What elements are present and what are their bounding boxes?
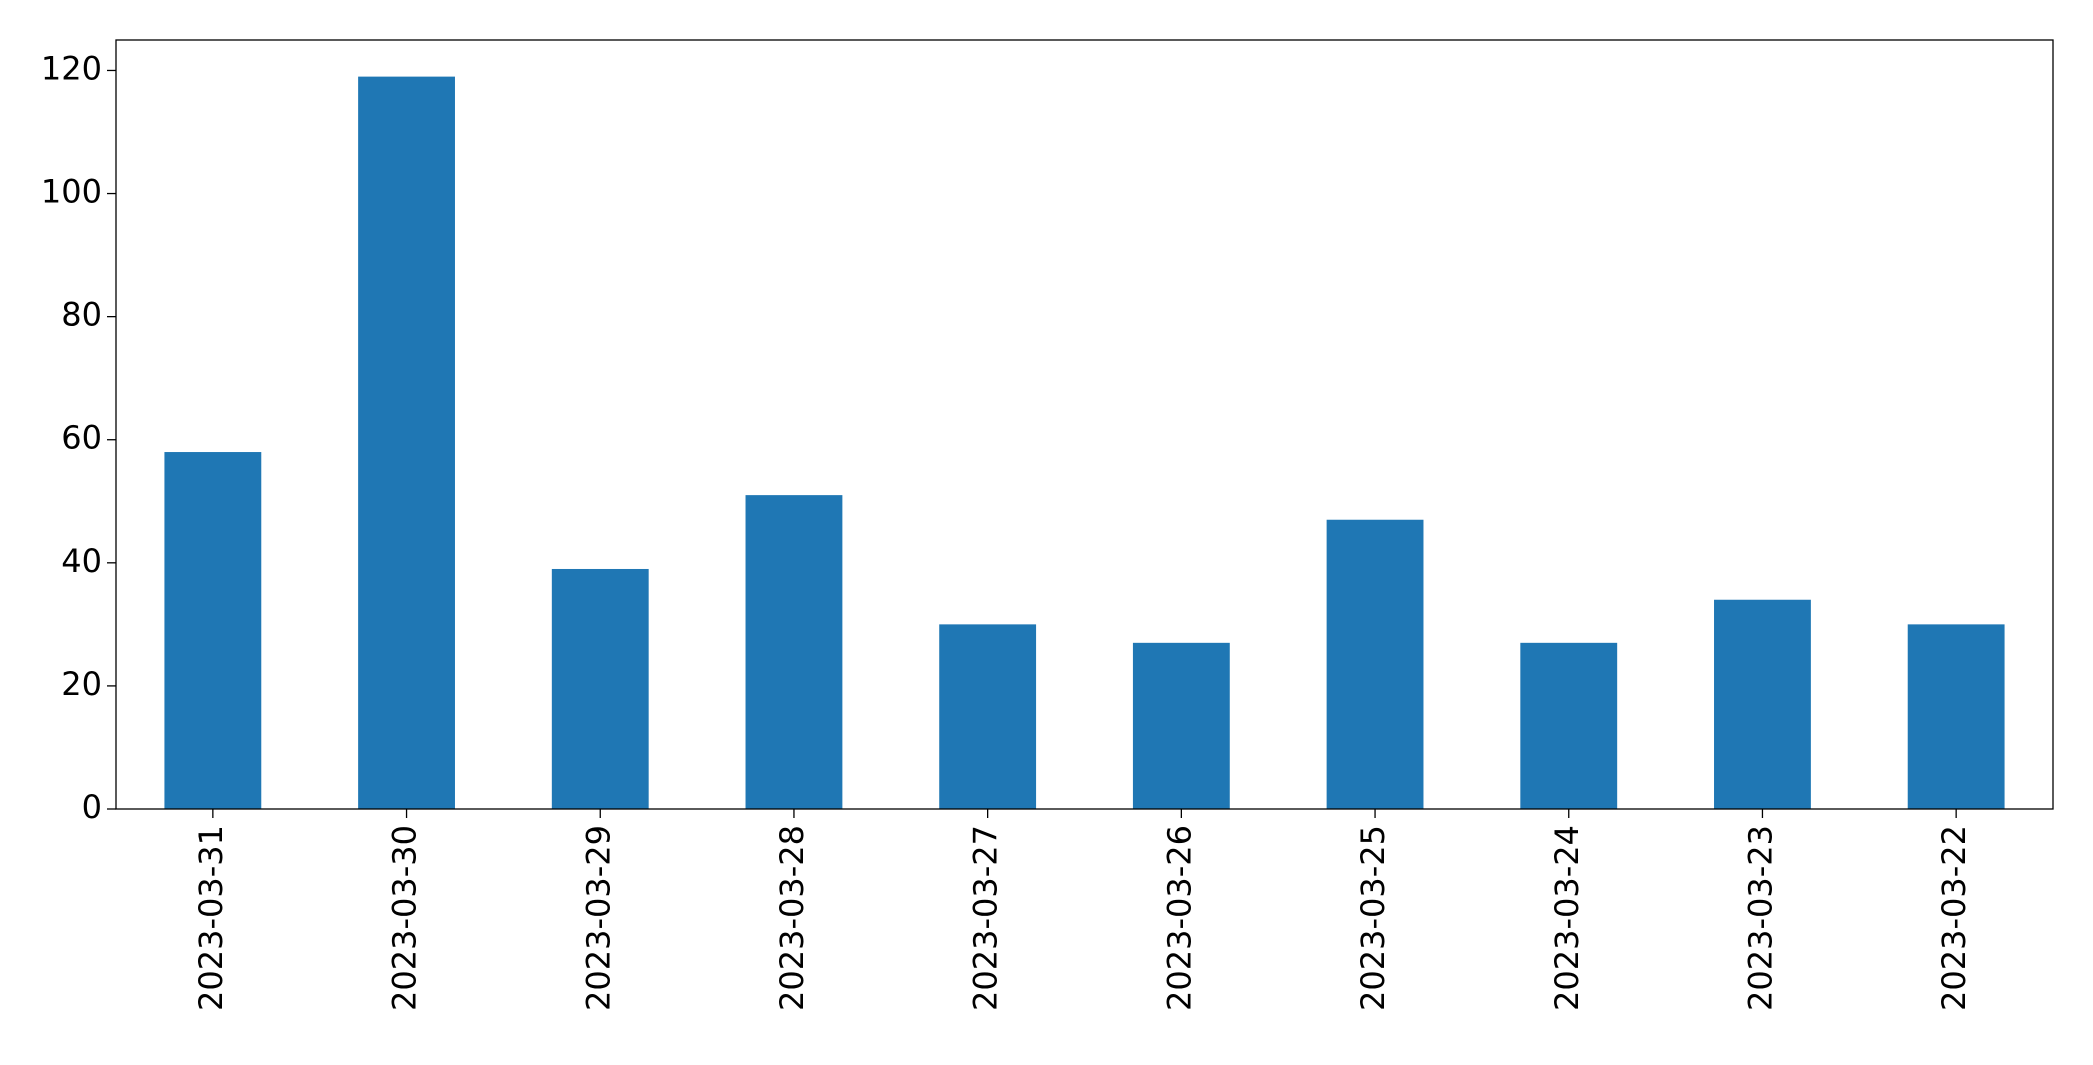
x-tick-label: 2023-03-26: [1160, 825, 1198, 1011]
bar: [1132, 642, 1230, 809]
y-tick-label: 60: [61, 419, 102, 457]
bar: [939, 624, 1037, 809]
y-tick-label: 0: [82, 788, 102, 826]
y-tick-label: 100: [41, 173, 102, 211]
y-tick-label: 20: [61, 665, 102, 703]
bar: [551, 568, 649, 809]
x-tick-label: 2023-03-25: [1354, 825, 1392, 1011]
x-tick-label: 2023-03-29: [579, 825, 617, 1011]
y-tick-label: 40: [61, 542, 102, 580]
y-tick-label: 120: [41, 49, 102, 87]
bar: [358, 76, 455, 810]
x-tick-label: 2023-03-24: [1548, 825, 1586, 1011]
x-tick-label: 2023-03-27: [967, 825, 1005, 1011]
plot-frame: [115, 39, 2054, 810]
x-tick-label: 2023-03-23: [1741, 825, 1779, 1011]
x-tick-label: 2023-03-22: [1935, 825, 1973, 1011]
x-tick-label: 2023-03-31: [192, 825, 230, 1011]
bar: [1520, 642, 1618, 809]
bar: [1326, 519, 1424, 809]
x-tick-label: 2023-03-28: [773, 825, 811, 1011]
bar: [745, 495, 843, 809]
bar: [164, 452, 262, 809]
bar: [1907, 624, 2005, 809]
y-tick-label: 80: [61, 296, 102, 334]
bar: [1714, 599, 1811, 809]
x-tick-label: 2023-03-30: [386, 825, 424, 1011]
